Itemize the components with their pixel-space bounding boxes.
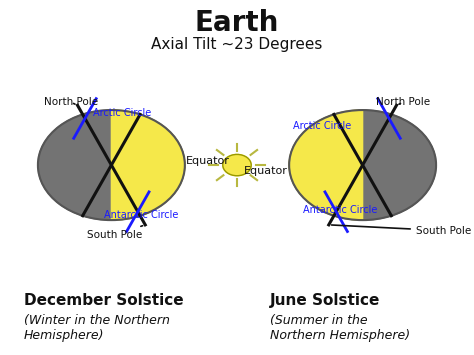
Text: North Pole: North Pole <box>376 97 430 107</box>
Text: Arctic Circle: Arctic Circle <box>93 108 152 118</box>
Text: Arctic Circle: Arctic Circle <box>293 121 351 131</box>
Polygon shape <box>289 110 436 220</box>
Text: South Pole: South Pole <box>331 225 471 236</box>
Text: June Solstice: June Solstice <box>270 293 381 308</box>
Text: December Solstice: December Solstice <box>24 293 183 308</box>
Text: Equator: Equator <box>186 156 230 166</box>
Text: Equator: Equator <box>244 165 288 176</box>
Text: North Pole: North Pole <box>44 97 98 107</box>
Text: Axial Tilt ~23 Degrees: Axial Tilt ~23 Degrees <box>151 37 323 52</box>
Text: (Winter in the Northern
Hemisphere): (Winter in the Northern Hemisphere) <box>24 314 170 342</box>
Text: (Summer in the
Northern Hemisphere): (Summer in the Northern Hemisphere) <box>270 314 410 342</box>
Polygon shape <box>289 110 363 220</box>
Polygon shape <box>111 110 185 220</box>
Text: South Pole: South Pole <box>87 226 143 240</box>
Circle shape <box>223 154 251 176</box>
Text: Antarctic Circle: Antarctic Circle <box>104 210 178 220</box>
Text: Antarctic Circle: Antarctic Circle <box>303 205 378 215</box>
Polygon shape <box>38 110 185 220</box>
Text: Earth: Earth <box>195 9 279 37</box>
